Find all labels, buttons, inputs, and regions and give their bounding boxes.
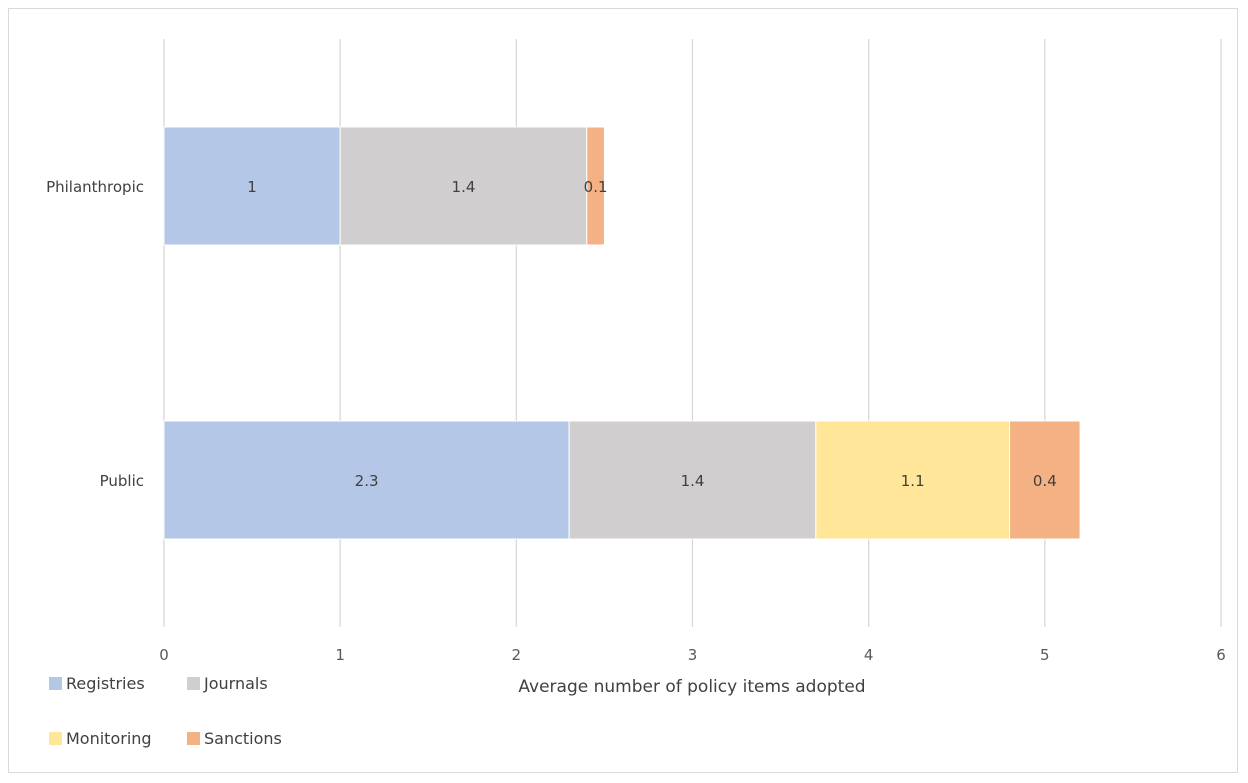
x-tick-label: 6 — [1216, 646, 1226, 664]
x-tick-labels: 0 1 2 3 4 5 6 — [159, 646, 1226, 664]
x-tick-label: 0 — [159, 646, 169, 664]
data-label: 0.4 — [1033, 472, 1057, 490]
legend-label: Monitoring — [66, 729, 152, 748]
legend-swatch — [49, 677, 62, 690]
bar-segment-journals — [339, 126, 588, 246]
data-labels: 1 1.4 0.1 2.3 1.4 1.1 0.4 — [247, 178, 1056, 490]
category-labels: Philanthropic Public — [46, 178, 144, 490]
category-label: Public — [100, 472, 144, 490]
data-label: 0.1 — [584, 178, 608, 196]
legend-swatch — [187, 732, 200, 745]
x-axis-title: Average number of policy items adopted — [518, 677, 865, 697]
x-tick-label: 1 — [335, 646, 345, 664]
data-label: 1.4 — [452, 178, 476, 196]
data-label: 1.1 — [901, 472, 925, 490]
data-label: 1.4 — [681, 472, 705, 490]
legend-swatch — [187, 677, 200, 690]
x-tick-label: 3 — [688, 646, 698, 664]
bar-segment-sanctions — [586, 126, 605, 246]
x-tick-label: 2 — [512, 646, 522, 664]
legend-label: Journals — [203, 674, 268, 693]
legend-swatch — [49, 732, 62, 745]
bar-segment-registries — [163, 420, 570, 540]
bars — [163, 126, 1081, 540]
x-tick-label: 5 — [1040, 646, 1050, 664]
bar-segment-registries — [163, 126, 341, 246]
bar-segment-journals — [568, 420, 817, 540]
legend-label: Sanctions — [204, 729, 282, 748]
category-label: Philanthropic — [46, 178, 144, 196]
legend-label: Registries — [66, 674, 145, 693]
chart-frame: 1 1.4 0.1 2.3 1.4 1.1 0.4 Philanthropic Public … — [8, 8, 1238, 773]
legend: Registries Journals Monitoring Sanctions — [49, 674, 282, 748]
data-label: 1 — [247, 178, 257, 196]
x-tick-label: 4 — [864, 646, 874, 664]
data-label: 2.3 — [355, 472, 379, 490]
bar-segment-sanctions — [1009, 420, 1081, 540]
stacked-bar-chart: 1 1.4 0.12.3 1.4 1.1 0.4 PhilanthropicPublic … — [46, 39, 1226, 748]
bar-segment-monitoring — [815, 420, 1011, 540]
